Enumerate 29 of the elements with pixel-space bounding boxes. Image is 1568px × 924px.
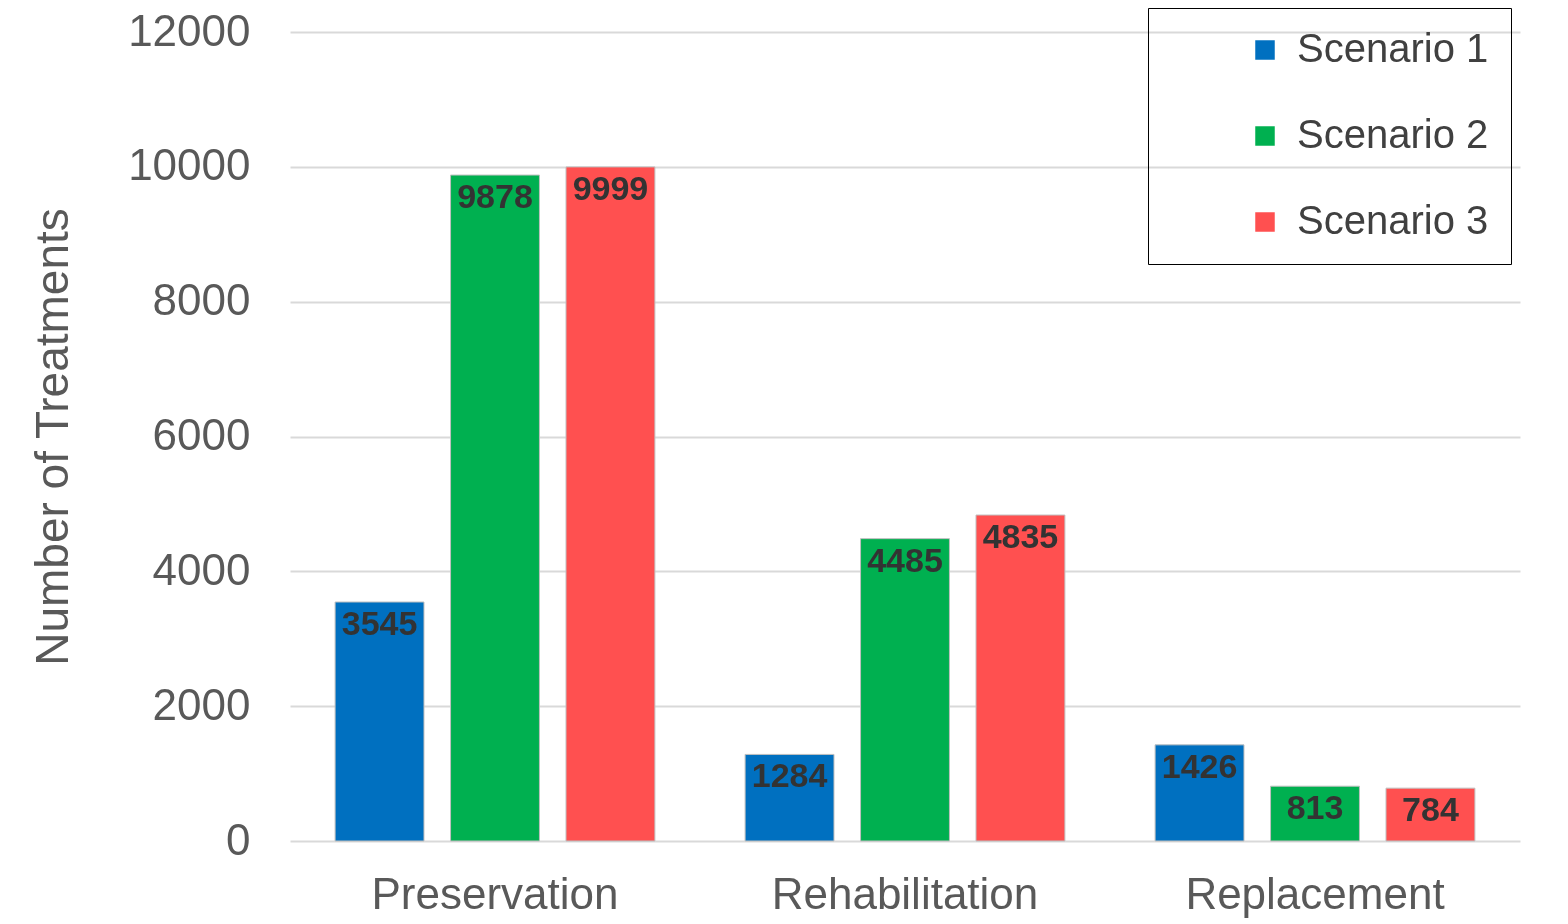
data-label: 4835 xyxy=(982,517,1059,556)
y-tick-label: 2000 xyxy=(152,679,251,729)
y-tick-label: 10000 xyxy=(128,140,251,190)
data-label: 1284 xyxy=(751,756,828,795)
bar xyxy=(1154,744,1245,842)
data-label: 784 xyxy=(1402,790,1459,829)
x-tick-label: Rehabilitation xyxy=(771,868,1039,918)
y-tick-label: 8000 xyxy=(152,275,251,325)
y-tick-label: 6000 xyxy=(152,410,251,459)
legend-label: Scenario 3 xyxy=(1297,198,1489,242)
x-tick-label: Preservation xyxy=(371,868,619,918)
y-tick-label: 4000 xyxy=(152,544,251,594)
bar xyxy=(334,601,425,842)
bar xyxy=(860,538,950,842)
bar xyxy=(565,166,656,842)
y-tick-label: 12000 xyxy=(128,5,251,55)
data-label: 3545 xyxy=(341,604,418,643)
bar xyxy=(450,174,540,842)
y-axis-title: Number of Treatments xyxy=(26,208,79,666)
bar xyxy=(975,514,1066,842)
x-tick-label: Replacement xyxy=(1185,868,1445,918)
y-tick-label: 0 xyxy=(226,814,251,864)
data-label: 4485 xyxy=(867,540,943,579)
data-label: 1426 xyxy=(1161,746,1238,785)
data-label: 813 xyxy=(1286,788,1344,827)
legend-label: Scenario 2 xyxy=(1297,112,1489,156)
data-label: 9999 xyxy=(572,168,649,207)
data-label: 9878 xyxy=(457,177,533,216)
legend-label: Scenario 1 xyxy=(1297,26,1489,70)
